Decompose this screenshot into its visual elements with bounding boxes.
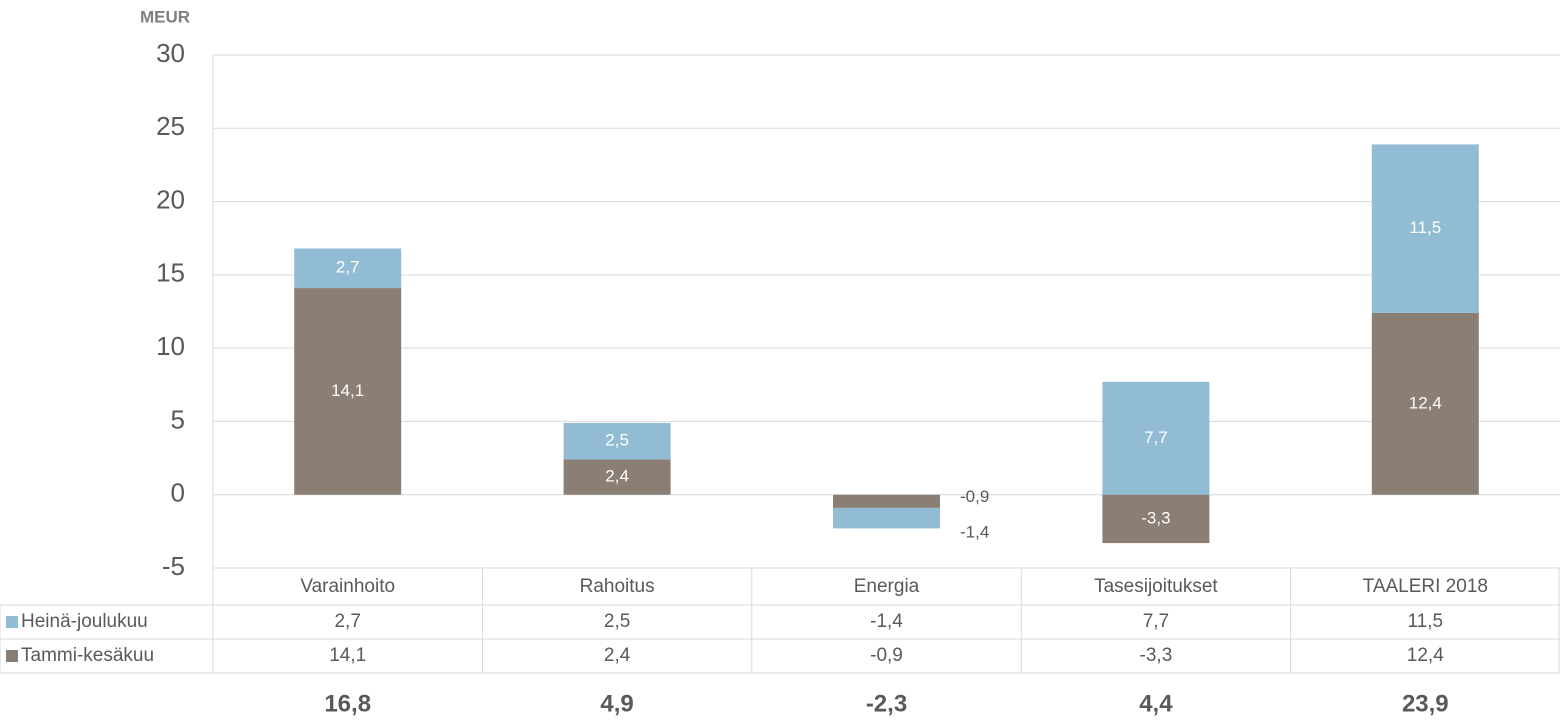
table-value: 2,4 [604, 645, 631, 666]
total-label: 4,4 [1139, 690, 1173, 717]
table-value: -3,3 [1140, 645, 1173, 666]
y-tick-label: 0 [171, 478, 185, 508]
x-tick-label: Varainhoito [300, 576, 395, 597]
total-label: 4,9 [600, 690, 633, 717]
bar-segment [294, 248, 402, 289]
bar-segment [563, 459, 671, 495]
y-tick-label: 20 [156, 184, 185, 214]
bar-segment [1371, 144, 1479, 313]
bar-segment [1102, 494, 1210, 544]
data-label: 2,4 [605, 467, 629, 486]
table-value: -0,9 [870, 645, 903, 666]
total-label: 16,8 [324, 690, 371, 717]
table-value: 2,7 [334, 611, 360, 632]
total-label: -2,3 [866, 690, 907, 717]
bar-segment [833, 494, 940, 508]
y-tick-label: 25 [156, 111, 185, 141]
table-value: -1,4 [870, 611, 903, 632]
bar-segment [1371, 312, 1479, 495]
data-label: -3,3 [1141, 508, 1170, 527]
y-tick-label: -5 [162, 551, 185, 581]
data-label: 2,7 [336, 258, 360, 277]
legend-swatch [6, 616, 18, 628]
x-tick-label: Energia [854, 576, 920, 597]
y-tick-label: 15 [156, 258, 185, 288]
y-tick-label: 10 [156, 331, 185, 361]
x-tick-label: Rahoitus [580, 576, 655, 597]
table-value: 12,4 [1407, 645, 1444, 666]
table-value: 7,7 [1143, 611, 1169, 632]
data-label: -0,9 [960, 487, 989, 506]
data-label: 12,4 [1409, 393, 1442, 412]
bar-segment [563, 422, 671, 460]
data-label: 11,5 [1409, 218, 1441, 237]
total-label: 23,9 [1402, 690, 1449, 717]
data-label: 2,5 [605, 431, 629, 450]
bar-segment [833, 507, 940, 529]
y-axis-label: MEUR [140, 7, 190, 26]
y-tick-label: 5 [171, 404, 185, 434]
bar-segment [1102, 381, 1210, 495]
legend-swatch [6, 650, 18, 662]
data-label: 7,7 [1144, 428, 1168, 447]
bar-segment [294, 288, 402, 495]
table-value: 11,5 [1408, 611, 1444, 632]
table-value: 14,1 [329, 645, 366, 666]
x-tick-label: TAALERI 2018 [1363, 576, 1488, 597]
data-label: 14,1 [331, 381, 364, 400]
legend-label: Tammi-kesäkuu [21, 645, 154, 666]
legend-label: Heinä-joulukuu [21, 611, 148, 632]
table-value: 2,5 [604, 611, 630, 632]
data-label: -1,4 [960, 523, 989, 542]
x-tick-label: Tasesijoitukset [1094, 576, 1218, 597]
y-tick-label: 30 [156, 38, 185, 68]
